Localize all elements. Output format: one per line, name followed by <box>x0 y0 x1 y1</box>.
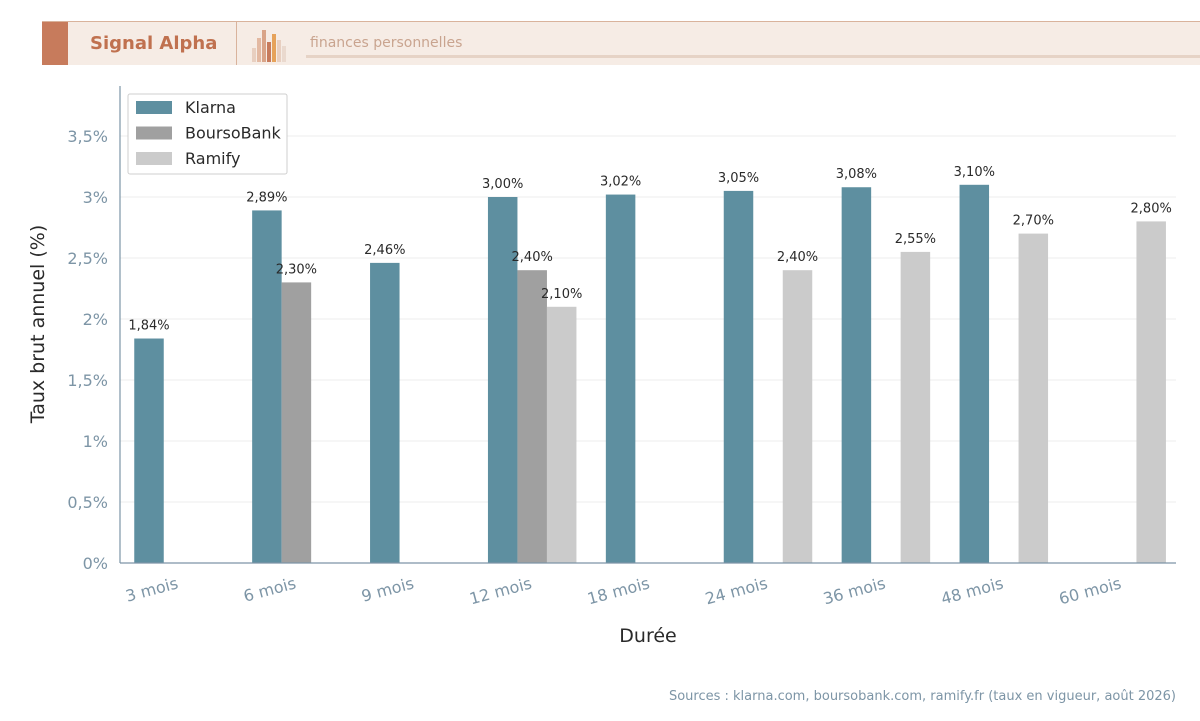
x-tick-label: 18 mois <box>585 574 651 609</box>
y-tick-label: 0,5% <box>67 493 108 512</box>
axes <box>119 86 1176 564</box>
y-tick-label: 3% <box>83 188 108 207</box>
data-label: 3,05% <box>718 171 759 186</box>
bar-ramify <box>782 270 813 563</box>
data-label: 3,02% <box>600 175 641 190</box>
data-label: 2,46% <box>364 243 405 258</box>
y-tick-label: 1,5% <box>67 371 108 390</box>
header-separator <box>236 22 237 65</box>
data-label: 2,70% <box>1013 214 1054 229</box>
data-label: 3,10% <box>954 165 995 180</box>
bar-klarna <box>487 197 518 563</box>
y-tick-label: 2,5% <box>67 249 108 268</box>
data-labels: 1,84% 2,89% 2,30% 2,46% 3,00% 2,40% 2,10% 3,02%… <box>128 165 1172 334</box>
bar-boursobank <box>517 270 547 563</box>
x-axis-title: Durée <box>619 625 676 647</box>
x-tick-label: 48 mois <box>939 574 1005 609</box>
bar-ramify <box>546 306 577 563</box>
y-tick-label: 3,5% <box>67 127 108 146</box>
x-tick-label: 60 mois <box>1057 574 1123 609</box>
x-tick-label: 24 mois <box>703 574 769 609</box>
legend-label: Ramify <box>185 149 240 168</box>
data-label: 1,84% <box>128 319 169 334</box>
y-tick-labels: 0% 0,5% 1% 1,5% 2% 2,5% 3% 3,5% <box>67 127 108 573</box>
bar-ramify <box>1136 221 1166 563</box>
x-tick-label: 12 mois <box>467 574 533 609</box>
header-rule <box>306 55 1200 58</box>
x-tick-labels: 3 mois 6 mois 9 mois 12 mois 18 mois 24 mois 3… <box>124 574 1124 609</box>
data-label: 2,30% <box>276 262 317 277</box>
brand-accent-block <box>42 22 68 65</box>
bar-klarna <box>370 262 400 563</box>
legend-swatch <box>136 101 172 114</box>
y-tick-label: 2% <box>83 310 108 329</box>
source-note: Sources : klarna.com, boursobank.com, ra… <box>668 689 1176 704</box>
bar-klarna <box>134 338 164 563</box>
data-label: 2,80% <box>1131 201 1172 216</box>
data-label: 2,40% <box>512 250 553 265</box>
bar-klarna <box>841 187 872 564</box>
y-axis-title: Taux brut annuel (%) <box>27 225 49 425</box>
bar-boursobank <box>281 282 312 563</box>
legend: Klarna BoursoBank Ramify <box>127 93 288 175</box>
bar-klarna <box>252 210 282 564</box>
y-tick-label: 0% <box>83 554 108 573</box>
header-banner: Signal Alpha finances personnelles <box>42 21 1200 65</box>
bars <box>134 184 1166 564</box>
legend-swatch <box>136 126 172 140</box>
legend-swatch <box>136 152 172 165</box>
bar-klarna <box>605 194 636 563</box>
data-label: 3,08% <box>836 167 877 182</box>
brand-name: Signal Alpha <box>90 33 218 54</box>
data-label: 2,55% <box>895 232 936 247</box>
bar-ramify <box>1018 233 1049 563</box>
x-tick-label: 9 mois <box>359 574 416 606</box>
legend-label: Klarna <box>185 98 236 117</box>
bar-chart-logo-icon <box>252 30 286 62</box>
brand-tagline: finances personnelles <box>310 35 463 51</box>
bar-klarna <box>723 190 754 563</box>
legend-label: BoursoBank <box>185 124 282 143</box>
data-label: 3,00% <box>482 177 523 192</box>
data-label: 2,89% <box>246 190 287 205</box>
data-label: 2,10% <box>541 287 582 302</box>
x-tick-label: 6 mois <box>241 574 298 606</box>
x-tick-label: 36 mois <box>821 574 887 609</box>
data-label: 2,40% <box>777 250 818 265</box>
x-tick-label: 3 mois <box>124 574 181 606</box>
bar-klarna <box>959 184 990 564</box>
bar-ramify <box>900 251 931 563</box>
y-tick-label: 1% <box>83 432 108 451</box>
